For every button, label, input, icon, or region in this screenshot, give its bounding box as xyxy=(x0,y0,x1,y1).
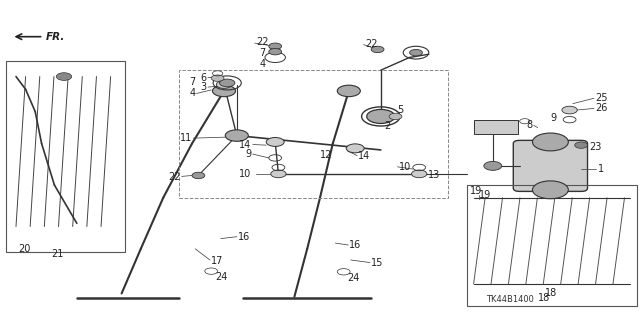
Text: 8: 8 xyxy=(526,120,532,130)
Text: 4: 4 xyxy=(189,88,195,99)
Text: 11: 11 xyxy=(180,133,192,143)
Bar xyxy=(6,61,125,252)
Bar xyxy=(467,185,637,306)
Text: 7: 7 xyxy=(259,48,266,58)
Circle shape xyxy=(532,181,568,199)
Bar xyxy=(179,70,448,198)
Text: 24: 24 xyxy=(348,273,360,283)
Text: 26: 26 xyxy=(595,103,607,113)
Circle shape xyxy=(269,48,282,55)
Text: 13: 13 xyxy=(428,170,440,181)
Circle shape xyxy=(371,46,384,53)
Text: 15: 15 xyxy=(371,258,383,268)
Circle shape xyxy=(346,144,364,153)
Text: 7: 7 xyxy=(189,77,195,87)
Text: 23: 23 xyxy=(589,142,601,152)
Circle shape xyxy=(56,73,72,80)
Circle shape xyxy=(269,43,282,49)
Text: 9: 9 xyxy=(550,113,557,123)
Circle shape xyxy=(266,137,284,146)
Circle shape xyxy=(367,109,395,123)
Circle shape xyxy=(575,142,588,148)
Bar xyxy=(474,120,518,134)
Text: 17: 17 xyxy=(211,256,223,266)
Text: TK44B1400: TK44B1400 xyxy=(486,295,534,304)
Text: 20: 20 xyxy=(18,244,30,254)
Circle shape xyxy=(389,113,402,120)
Text: 3: 3 xyxy=(200,82,207,92)
Text: FR.: FR. xyxy=(46,32,65,42)
Circle shape xyxy=(225,130,248,141)
Text: 5: 5 xyxy=(397,105,403,115)
Text: 10: 10 xyxy=(239,169,252,180)
Text: 14: 14 xyxy=(358,151,371,161)
Text: 25: 25 xyxy=(595,93,608,103)
Circle shape xyxy=(271,170,286,178)
Circle shape xyxy=(192,172,205,179)
Text: 4: 4 xyxy=(259,59,266,69)
Text: 9: 9 xyxy=(245,149,252,159)
Text: 18: 18 xyxy=(545,288,557,299)
Circle shape xyxy=(220,79,235,87)
Text: 22: 22 xyxy=(256,37,269,48)
Text: 19: 19 xyxy=(470,186,483,197)
Text: 10: 10 xyxy=(399,162,411,172)
Circle shape xyxy=(562,106,577,114)
FancyBboxPatch shape xyxy=(513,140,588,191)
Text: 18: 18 xyxy=(538,293,550,303)
Text: 22: 22 xyxy=(168,172,180,182)
Circle shape xyxy=(212,85,236,97)
Text: 14: 14 xyxy=(239,139,252,150)
Text: 21: 21 xyxy=(51,249,63,259)
Text: 1: 1 xyxy=(598,164,605,174)
Circle shape xyxy=(532,133,568,151)
Text: 2: 2 xyxy=(384,121,390,131)
Circle shape xyxy=(216,81,232,88)
Circle shape xyxy=(211,75,224,81)
Text: 22: 22 xyxy=(365,39,378,49)
Circle shape xyxy=(484,161,502,170)
Circle shape xyxy=(337,85,360,97)
Circle shape xyxy=(410,49,422,56)
Text: 16: 16 xyxy=(349,240,362,250)
Text: 19: 19 xyxy=(479,189,491,200)
Circle shape xyxy=(412,170,427,178)
Text: 12: 12 xyxy=(320,150,332,160)
Text: 24: 24 xyxy=(216,272,228,282)
Text: 6: 6 xyxy=(200,72,207,83)
Text: 16: 16 xyxy=(238,232,250,242)
